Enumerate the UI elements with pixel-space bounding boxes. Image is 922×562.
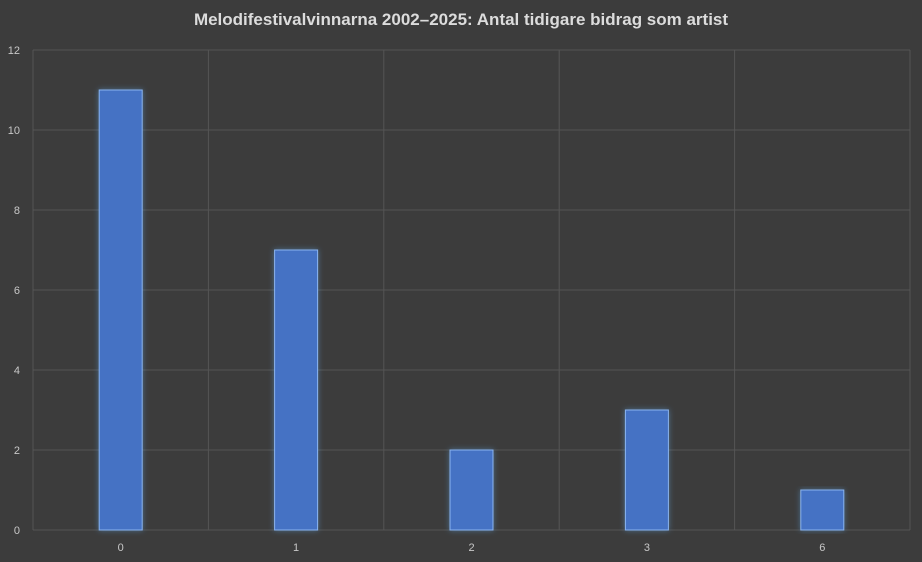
x-tick-label: 2 xyxy=(468,542,474,554)
x-tick-label: 0 xyxy=(118,542,124,554)
x-tick-label: 6 xyxy=(819,542,825,554)
y-tick-label: 4 xyxy=(14,365,20,377)
y-tick-label: 8 xyxy=(14,205,20,217)
bar xyxy=(624,409,669,531)
bar xyxy=(800,489,845,531)
y-tick-label: 0 xyxy=(14,525,20,537)
bar xyxy=(98,89,143,531)
y-tick-label: 2 xyxy=(14,445,20,457)
y-tick-label: 12 xyxy=(8,45,20,57)
chart-title: Melodifestivalvinnarna 2002–2025: Antal … xyxy=(193,10,729,29)
y-tick-label: 10 xyxy=(8,125,20,137)
x-tick-label: 3 xyxy=(644,542,650,554)
bar xyxy=(274,249,319,531)
bar xyxy=(449,449,494,531)
y-tick-label: 6 xyxy=(14,285,20,297)
x-tick-label: 1 xyxy=(293,542,299,554)
